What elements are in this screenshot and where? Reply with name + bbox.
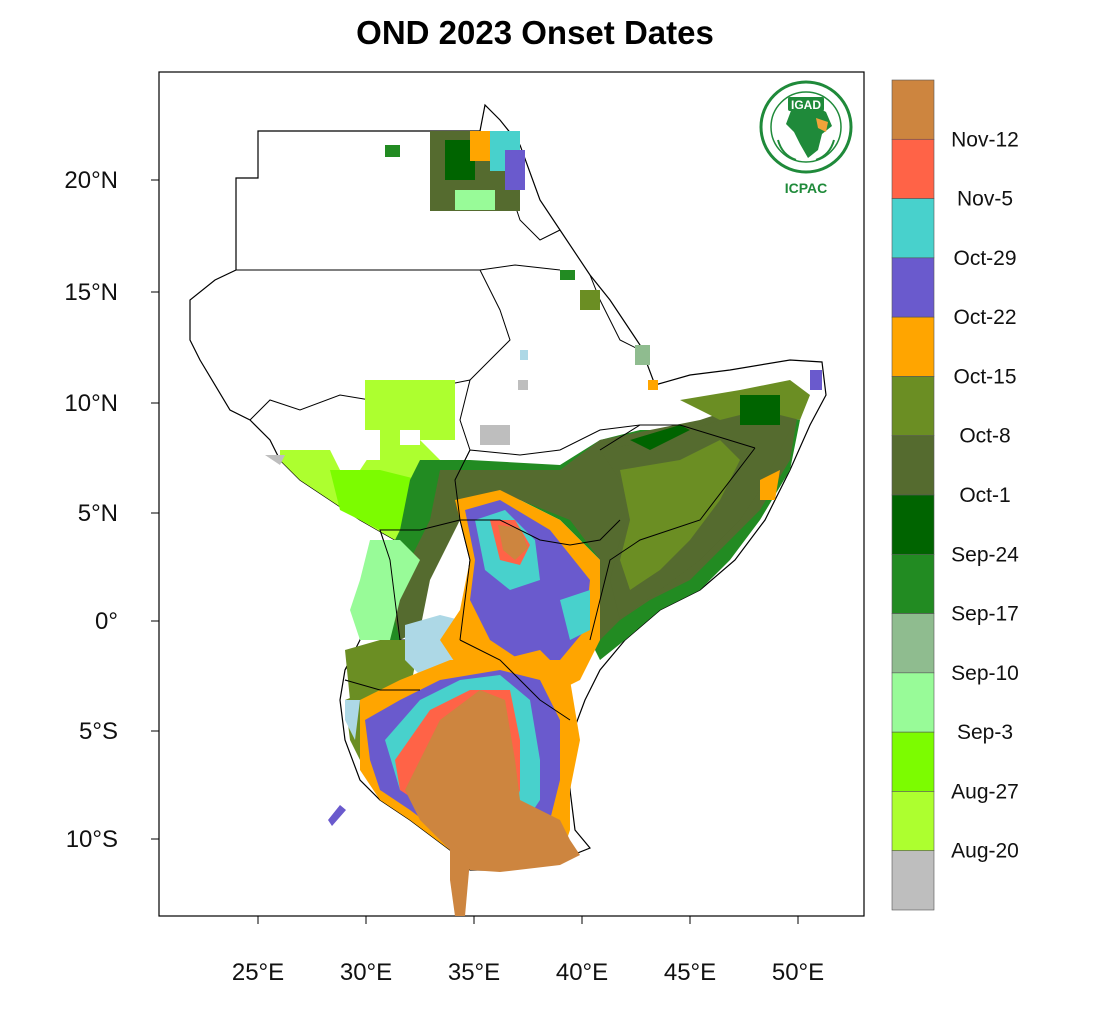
legend-label: Aug-27 — [951, 780, 1019, 803]
legend-colorbar — [891, 79, 935, 911]
lat-tick-label: 5°N — [78, 500, 118, 527]
lon-tick-label: 40°E — [556, 959, 608, 986]
lat-tick-label: 20°N — [64, 167, 118, 194]
legend-label: Aug-20 — [951, 840, 1019, 863]
legend-label: Sep-3 — [957, 721, 1013, 744]
legend-label: Oct-8 — [959, 425, 1010, 448]
legend-label: Nov-12 — [951, 128, 1019, 151]
legend-labels: Nov-12 Nov-5 Oct-29 Oct-22 Oct-15 Oct-8 Oct-1 S… — [951, 128, 1019, 862]
lat-tick-label: 5°S — [79, 718, 118, 745]
lon-tick-label: 45°E — [664, 959, 716, 986]
legend-swatch — [891, 613, 935, 674]
map-title: OND 2023 Onset Dates — [356, 14, 714, 51]
logo-top-text: IGAD — [791, 98, 821, 112]
legend-swatch — [891, 494, 935, 555]
lat-tick-label: 10°N — [64, 390, 118, 417]
igad-logo: IGAD ICPAC — [759, 80, 853, 196]
country-borders-overlay — [344, 424, 756, 721]
lat-tick-label: 0° — [95, 608, 118, 635]
legend-swatch — [891, 850, 935, 911]
legend-label: Sep-17 — [951, 603, 1019, 626]
lat-tick-label: 10°S — [66, 826, 118, 853]
legend-label: Oct-15 — [953, 365, 1016, 388]
legend-swatch — [891, 672, 935, 733]
legend-swatch — [891, 138, 935, 199]
onset-shading — [265, 131, 822, 916]
lon-tick-label: 50°E — [772, 959, 824, 986]
lon-tick-label: 30°E — [340, 959, 392, 986]
logo-bottom-text: ICPAC — [785, 180, 828, 196]
legend-swatch — [891, 553, 935, 614]
legend-swatch — [891, 731, 935, 792]
legend-swatch — [891, 435, 935, 496]
map-content — [189, 103, 827, 916]
legend-swatch — [891, 791, 935, 852]
legend-label: Oct-22 — [953, 306, 1016, 329]
axis-ticks — [151, 179, 799, 924]
legend-swatch — [891, 79, 935, 140]
lat-tick-label: 15°N — [64, 279, 118, 306]
legend-label: Oct-1 — [959, 484, 1010, 507]
legend-swatch — [891, 316, 935, 377]
lon-tick-label: 35°E — [448, 959, 500, 986]
legend-label: Sep-10 — [951, 662, 1019, 685]
legend-label: Oct-29 — [953, 247, 1016, 270]
legend-swatch — [891, 257, 935, 318]
legend-label: Sep-24 — [951, 543, 1019, 566]
lon-tick-label: 25°E — [232, 959, 284, 986]
africa-icon — [786, 104, 832, 158]
legend-swatch — [891, 376, 935, 437]
legend-label: Nov-5 — [957, 188, 1013, 211]
legend-swatch — [891, 198, 935, 259]
